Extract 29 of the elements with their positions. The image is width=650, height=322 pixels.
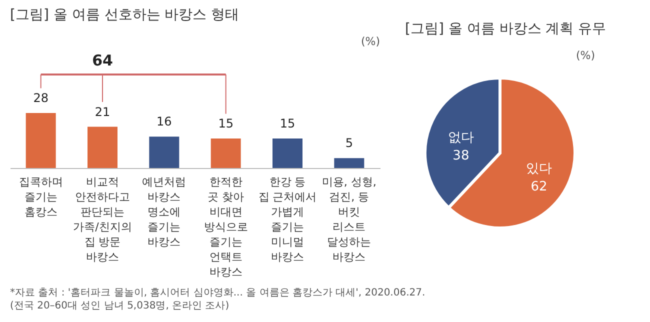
text: 64	[92, 52, 113, 70]
text: (%)	[360, 35, 380, 48]
bar	[88, 126, 118, 168]
data-label: 15	[218, 116, 234, 131]
x-tick-label: 한강 등 집 근처에서 가볍게 즐기는 미니멀 바캉스	[258, 176, 317, 264]
bar	[210, 138, 241, 168]
chart-title: [그림] 올 여름 바캉스 계획 유무	[405, 21, 606, 37]
text: (전국 20–60대 성인 남녀 5,038명, 온라인 조사)	[10, 300, 230, 312]
x-tick-label: 한적한 곳 찾아 비대면 방식으로 즐기는 언택트 바캉스	[204, 176, 248, 278]
data-label: 5	[345, 136, 353, 150]
chart-title: [그림] 올 여름 선호하는 바캉스 형태	[10, 7, 240, 23]
x-tick-label: 미용, 성형, 검진, 등 버킷 리스트 달성하는 바캉스	[322, 176, 376, 264]
bar	[26, 113, 56, 168]
bar	[334, 158, 364, 168]
x-tick-label: 비교적 안전하다고 판단되는 가족/친지의 집 방문 바캉스	[73, 176, 132, 264]
slice-label: 있다	[526, 161, 552, 176]
x-tick-label: 집콕하며 즐기는 홈캉스	[18, 176, 63, 218]
data-label: 15	[280, 116, 296, 131]
slice-label: 없다	[448, 130, 474, 146]
data-label: 16	[156, 114, 172, 129]
bar	[149, 136, 180, 168]
text: *자료 출처 : '홈터파크 물놀이, 홈시어터 심야영화... 올 여름은 홈캉스가 대세', 2020.06.27.	[10, 288, 426, 298]
text: (%)	[576, 49, 595, 62]
data-label: 62	[530, 179, 548, 194]
data-label: 28	[33, 91, 48, 105]
x-tick-label: 예년처럼 바캉스 명소에 즐기는 바캉스	[142, 176, 186, 248]
bar	[272, 138, 302, 168]
data-label: 38	[452, 148, 470, 164]
data-label: 21	[94, 104, 110, 119]
